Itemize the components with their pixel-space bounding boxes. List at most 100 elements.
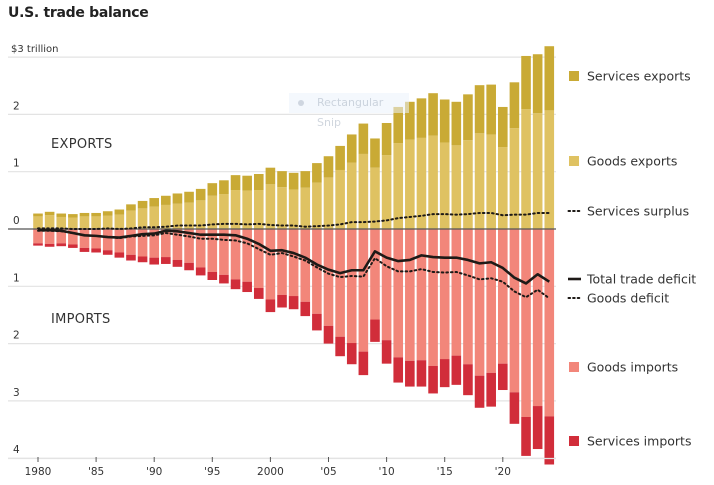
- line-total-deficit: [38, 228, 550, 285]
- bar-services-imports: [532, 406, 543, 450]
- bar-services-imports: [253, 288, 264, 299]
- y-tick-label: 3: [13, 387, 20, 399]
- line-services-surplus: [37, 211, 551, 230]
- bar-goods-exports: [428, 135, 438, 229]
- bar-goods-imports: [509, 229, 520, 393]
- lines: [37, 211, 551, 300]
- bar-goods-imports: [405, 229, 415, 361]
- bar-services-exports: [416, 98, 427, 138]
- bar-goods-exports: [393, 143, 404, 229]
- y-tick-label: 0: [13, 215, 20, 227]
- bar-goods-imports: [300, 229, 311, 302]
- bar-goods-exports: [532, 113, 543, 229]
- legend-swatch-icon: [569, 71, 579, 81]
- bar-services-imports: [346, 343, 357, 365]
- y-tick-label: 2: [13, 330, 20, 342]
- bar-services-exports: [68, 214, 78, 218]
- bar-goods-exports: [242, 190, 252, 229]
- bar-services-exports: [91, 212, 101, 217]
- bar-services-exports: [149, 198, 159, 207]
- bar-services-imports: [33, 243, 43, 246]
- bar-services-exports: [335, 145, 345, 170]
- bar-services-imports: [114, 252, 125, 258]
- bar-goods-imports: [312, 229, 322, 314]
- bar-services-imports: [509, 392, 520, 424]
- bar-goods-imports: [428, 229, 438, 366]
- bar-services-exports: [79, 212, 90, 217]
- bar-goods-exports: [451, 145, 462, 229]
- bar-goods-exports: [381, 155, 392, 229]
- x-tick-label: '15: [437, 466, 453, 478]
- bar-goods-exports: [358, 153, 369, 229]
- bars: [8, 46, 556, 465]
- bar-goods-imports: [253, 229, 264, 289]
- bar-services-exports: [428, 93, 438, 136]
- bar-goods-exports: [44, 215, 55, 229]
- snip-tooltip-text: Rectangular Snip: [317, 96, 384, 129]
- x-tick-label: 1980: [25, 466, 52, 478]
- bar-services-imports: [184, 262, 194, 271]
- bar-services-imports: [102, 250, 113, 255]
- bar-goods-imports: [56, 229, 67, 244]
- bar-goods-imports: [79, 229, 90, 248]
- bar-services-exports: [195, 188, 206, 201]
- bar-goods-imports: [521, 229, 531, 417]
- bar-services-exports: [265, 167, 276, 185]
- bar-services-imports: [405, 360, 415, 387]
- legend-item-goods-imports: Goods imports: [569, 360, 678, 375]
- bar-services-imports: [416, 360, 427, 387]
- bar-services-imports: [463, 364, 473, 396]
- bar-goods-imports: [242, 229, 252, 282]
- bar-services-imports: [277, 294, 287, 308]
- bar-goods-imports: [358, 229, 369, 352]
- bar-services-imports: [242, 281, 252, 293]
- bar-goods-exports: [114, 214, 125, 229]
- bar-goods-imports: [393, 229, 404, 358]
- bar-services-exports: [474, 85, 485, 134]
- bar-services-exports: [381, 122, 392, 156]
- bar-services-imports: [370, 319, 380, 342]
- bar-goods-imports: [149, 229, 159, 258]
- bar-goods-exports: [463, 140, 473, 229]
- bar-services-imports: [358, 351, 369, 376]
- bar-services-exports: [544, 46, 555, 111]
- legend-swatch-icon: [569, 436, 579, 446]
- bar-goods-imports: [230, 229, 241, 280]
- bar-services-imports: [91, 248, 101, 253]
- bar-goods-exports: [277, 187, 287, 229]
- bar-goods-exports: [346, 162, 357, 229]
- bar-goods-imports: [323, 229, 334, 326]
- x-tick-label: 2000: [257, 466, 284, 478]
- bar-services-exports: [370, 138, 380, 168]
- bar-goods-exports: [509, 128, 520, 229]
- legend-label: Services surplus: [587, 204, 689, 219]
- bar-services-imports: [474, 375, 485, 408]
- bar-services-exports: [509, 82, 520, 129]
- bar-services-imports: [149, 257, 159, 265]
- bar-goods-exports: [300, 187, 311, 229]
- bar-goods-exports: [370, 167, 380, 229]
- chart-title: U.S. trade balance: [8, 5, 149, 21]
- bar-goods-exports: [323, 177, 334, 229]
- legend-item-goods-exports: Goods exports: [569, 154, 677, 169]
- bar-services-exports: [358, 123, 369, 154]
- bar-goods-imports: [68, 229, 78, 245]
- bar-services-imports: [137, 256, 148, 263]
- bar-goods-imports: [265, 229, 276, 300]
- bar-goods-imports: [486, 229, 496, 373]
- bar-goods-imports: [346, 229, 357, 344]
- bar-services-imports: [312, 313, 322, 331]
- bar-services-imports: [79, 247, 90, 252]
- legend-item-services-surplus: Services surplus: [567, 204, 689, 219]
- bar-goods-exports: [230, 190, 241, 229]
- bar-services-imports: [207, 271, 218, 280]
- bar-goods-exports: [312, 182, 322, 229]
- bar-goods-imports: [416, 229, 427, 361]
- legend-label: Total trade deficit: [586, 272, 696, 287]
- bar-goods-imports: [381, 229, 392, 341]
- y-tick-label: 4: [13, 444, 20, 456]
- bar-goods-exports: [79, 216, 90, 229]
- x-tick-label: '05: [320, 466, 336, 478]
- legend-item-services-exports: Services exports: [569, 69, 691, 84]
